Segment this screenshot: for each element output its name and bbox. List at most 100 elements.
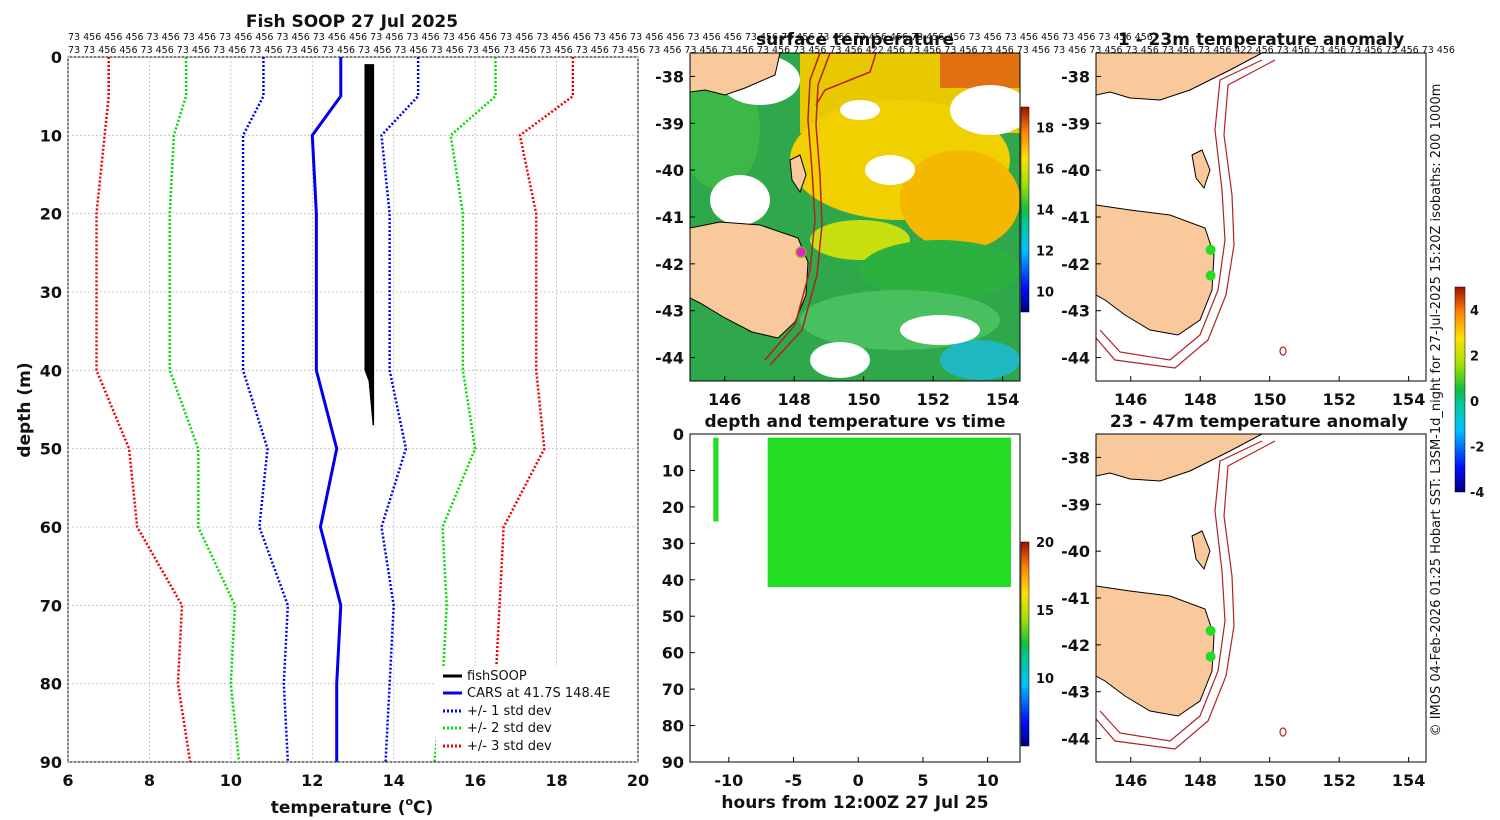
anomaly-deep-point (1205, 651, 1216, 662)
anomaly-shallow-ytick: -44 (1061, 349, 1090, 368)
sst-map-panel: surface temperature (655, 30, 1054, 409)
sst-colorbar (1020, 106, 1030, 313)
anomaly-deep-xtick: 152 (1322, 771, 1355, 790)
depth-time-ytick: 60 (662, 644, 684, 663)
anomaly-deep-ytick: -44 (1061, 730, 1090, 749)
anomaly-deep-title: 23 - 47m temperature anomaly (1110, 412, 1408, 432)
sst-map-ytick: -42 (655, 255, 684, 274)
depth-time-xtick: 10 (977, 771, 999, 790)
profile-xtick: 6 (62, 771, 73, 790)
anomaly-shallow-ytick: -40 (1061, 161, 1090, 180)
profile-xtick: 10 (220, 771, 242, 790)
depth-time-colorbar-tick: 15 (1036, 604, 1054, 619)
anomaly-colorbar-tick: 0 (1470, 395, 1479, 410)
sst-colorbar-tick: 12 (1036, 245, 1054, 260)
depth-time-ytick: 50 (662, 607, 684, 626)
anomaly-colorbar-tick: 4 (1470, 304, 1479, 319)
anomaly-deep-ytick: -39 (1061, 495, 1090, 514)
profile-title: Fish SOOP 27 Jul 2025 (246, 12, 458, 32)
anomaly-shallow-ytick: -38 (1061, 67, 1090, 86)
anomaly-deep-ytick: -41 (1061, 589, 1090, 608)
depth-time-ytick: 90 (662, 753, 684, 772)
anomaly-colorbar (1454, 286, 1466, 493)
anomaly-deep-xtick: 150 (1253, 771, 1286, 790)
anomaly-shallow-title: 1 - 23m temperature anomaly (1118, 30, 1404, 50)
depth-time-title: depth and temperature vs time (705, 412, 1006, 432)
profile-ytick: 30 (40, 283, 62, 302)
std3-upper-line (482, 57, 575, 763)
profile-ytick: 80 (40, 675, 62, 694)
depth-time-xtick: 5 (917, 771, 928, 790)
anomaly-deep-ytick: -40 (1061, 542, 1090, 561)
anomaly-shallow-ytick: -43 (1061, 302, 1090, 321)
anomaly-deep-xtick: 154 (1392, 771, 1425, 790)
anomaly-colorbar-tick: -2 (1470, 440, 1484, 455)
depth-time-colorbar (1020, 541, 1030, 747)
anomaly-shallow-xtick: 154 (1392, 390, 1425, 409)
legend-item-cars: CARS at 41.7S 148.4E (467, 686, 610, 701)
profile-plot-area (67, 56, 639, 763)
profile-xtick: 18 (545, 771, 567, 790)
sst-map-ytick: -43 (655, 302, 684, 321)
profile-ytick: 20 (40, 205, 62, 224)
legend-item-std1: +/- 1 std dev (467, 704, 552, 719)
profile-ytick: 50 (40, 440, 62, 459)
depth-time-ytick: 10 (662, 461, 684, 480)
ticker-bottom: 73 73 456 456 73 456 73 456 73 456 73 45… (68, 45, 1455, 56)
depth-time-xtick: -10 (714, 771, 743, 790)
std2-lower-line (168, 57, 241, 763)
sst-colorbar-tick: 18 (1036, 122, 1054, 137)
anomaly-shallow-point (1205, 244, 1216, 255)
sst-map-xtick: 150 (847, 390, 880, 409)
profile-xtick: 8 (144, 771, 155, 790)
ticker-top: 73 456 456 456 73 456 73 456 73 456 456 … (68, 32, 1153, 43)
depth-time-panel: depth and temperature vs time -10 -5 0 5 10 0… (662, 412, 1054, 813)
anomaly-deep-xtick: 148 (1184, 771, 1217, 790)
anomaly-deep-ytick: -38 (1061, 448, 1090, 467)
sst-map-xtick: 154 (986, 390, 1019, 409)
credit-text: © IMOS 04-Feb-2026 01:25 Hobart SST: L3S… (1429, 84, 1444, 737)
profile-xtick: 16 (464, 771, 486, 790)
sst-map-ytick: -41 (655, 208, 684, 227)
profile-xtick: 14 (383, 771, 405, 790)
anomaly-shallow-xtick: 146 (1114, 390, 1147, 409)
anomaly-deep-ytick: -43 (1061, 683, 1090, 702)
depth-time-ytick: 0 (673, 425, 684, 444)
depth-time-xtick: -5 (785, 771, 803, 790)
profile-xtick: 12 (301, 771, 323, 790)
sst-map-title: surface temperature (756, 30, 954, 50)
sst-map-ytick: -44 (655, 349, 684, 368)
anomaly-shallow-ytick: -42 (1061, 255, 1090, 274)
profile-ytick: 90 (40, 753, 62, 772)
depth-time-ytick: 70 (662, 680, 684, 699)
sst-colorbar-tick: 16 (1036, 163, 1054, 178)
anomaly-shallow-xtick: 152 (1322, 390, 1355, 409)
fishsoop-profile (364, 64, 375, 426)
sst-colorbar-tick: 14 (1036, 204, 1054, 219)
sst-map-ytick: -39 (655, 114, 684, 133)
profile-legend: fishSOOP CARS at 41.7S 148.4E +/- 1 std … (436, 666, 636, 760)
sst-map-xtick: 152 (916, 390, 949, 409)
std1-upper-line (380, 57, 420, 763)
profile-panel: Fish SOOP 27 Jul 2025 6 8 10 12 14 16 18 20 0 10 2… (15, 12, 649, 818)
anomaly-shallow-ytick: -41 (1061, 208, 1090, 227)
depth-time-ytick: 40 (662, 571, 684, 590)
anomaly-colorbar-tick: -4 (1470, 486, 1484, 501)
profile-ytick: 10 (40, 126, 62, 145)
depth-time-cast-1 (767, 437, 1011, 588)
sst-map-ytick: -38 (655, 67, 684, 86)
sst-map-xtick: 146 (708, 390, 741, 409)
anomaly-deep-xtick: 146 (1114, 771, 1147, 790)
depth-time-colorbar-tick: 20 (1036, 536, 1054, 551)
profile-ylabel: depth (m) (15, 362, 35, 457)
anomaly-shallow-ytick: -39 (1061, 114, 1090, 133)
profile-xtick: 20 (627, 771, 649, 790)
current-position-marker (795, 246, 807, 258)
depth-time-ytick: 80 (662, 717, 684, 736)
anomaly-colorbar-tick: 2 (1470, 349, 1479, 364)
depth-time-ytick: 30 (662, 534, 684, 553)
anomaly-shallow-xtick: 150 (1253, 390, 1286, 409)
cars-mean-line (310, 57, 343, 762)
depth-time-ytick: 20 (662, 498, 684, 517)
